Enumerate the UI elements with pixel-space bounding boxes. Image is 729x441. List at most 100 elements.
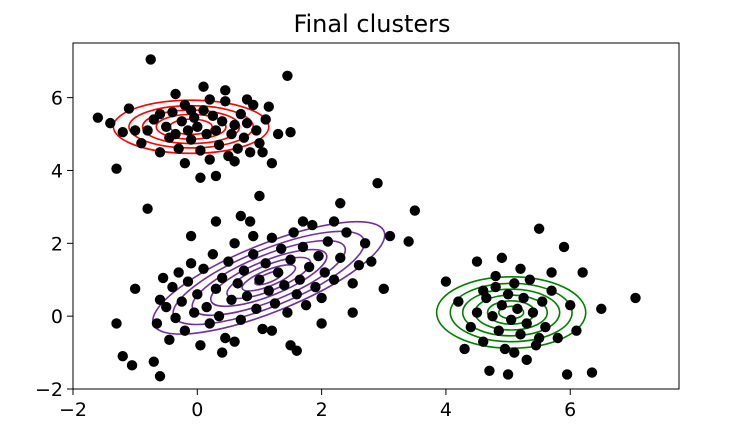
data-point — [92, 112, 104, 123]
cluster-purple-contour-5 — [241, 264, 297, 292]
data-point — [198, 81, 209, 92]
data-point — [518, 292, 529, 304]
data-point — [216, 272, 228, 284]
data-point — [496, 252, 508, 264]
data-point — [235, 210, 247, 222]
data-point — [151, 318, 163, 329]
data-point — [204, 94, 215, 105]
x-tick-label: −2 — [59, 399, 87, 421]
data-point — [403, 236, 414, 247]
data-point — [251, 303, 262, 315]
data-point — [185, 230, 197, 242]
data-point — [254, 190, 265, 202]
data-point — [285, 127, 296, 138]
data-point — [257, 323, 268, 335]
data-point — [565, 300, 576, 311]
data-point — [195, 172, 206, 183]
data-point — [232, 278, 243, 289]
data-point — [185, 258, 197, 269]
data-point — [161, 121, 172, 132]
data-point — [586, 367, 598, 378]
data-point — [384, 230, 396, 242]
data-point — [272, 128, 284, 140]
data-point — [487, 310, 498, 322]
data-point — [596, 303, 607, 315]
data-point — [154, 371, 166, 382]
data-point — [515, 329, 526, 340]
data-point — [170, 128, 181, 140]
data-point — [521, 354, 532, 366]
data-point — [176, 116, 187, 127]
data-point — [558, 241, 570, 253]
x-axis: −2 0 2 4 6 — [59, 389, 576, 421]
data-point — [207, 249, 219, 260]
x-tick-label: 6 — [564, 399, 576, 421]
data-point — [229, 336, 240, 347]
data-point — [251, 125, 262, 136]
data-point — [465, 321, 476, 333]
data-point — [509, 347, 520, 358]
data-point — [216, 116, 228, 127]
data-point — [213, 310, 225, 322]
data-point — [220, 85, 231, 96]
data-point — [294, 274, 306, 285]
data-point — [260, 114, 271, 125]
data-point — [335, 252, 346, 264]
data-point — [269, 298, 281, 309]
data-point — [117, 351, 128, 362]
data-point — [126, 360, 138, 371]
cluster-green-contour-2 — [461, 288, 561, 337]
data-point — [164, 334, 175, 346]
data-point — [630, 292, 641, 304]
data-point — [238, 132, 250, 143]
data-point — [561, 369, 573, 380]
data-point — [154, 108, 166, 120]
data-point — [533, 223, 545, 234]
data-point — [241, 94, 253, 105]
data-point — [490, 270, 501, 282]
data-point — [291, 345, 302, 356]
data-point — [266, 325, 278, 336]
data-point — [537, 296, 548, 307]
data-point — [328, 274, 340, 285]
data-point — [201, 128, 212, 140]
data-point — [198, 263, 209, 275]
x-tick-label: 2 — [316, 399, 328, 421]
data-point — [226, 294, 237, 305]
data-point — [366, 256, 377, 267]
data-point — [154, 147, 166, 158]
data-point — [244, 147, 256, 158]
data-point — [223, 256, 234, 267]
data-point — [300, 300, 312, 311]
data-point — [161, 301, 172, 313]
data-point — [335, 198, 346, 209]
data-point — [266, 232, 278, 244]
data-point — [524, 274, 536, 285]
data-point — [204, 318, 215, 329]
data-point — [496, 300, 508, 311]
data-point — [478, 336, 489, 347]
data-point — [210, 170, 222, 182]
data-point — [279, 280, 290, 291]
data-point — [136, 137, 147, 149]
data-point — [189, 307, 200, 318]
data-point — [129, 125, 141, 136]
data-point — [154, 294, 166, 305]
data-point — [499, 343, 511, 355]
data-point — [176, 296, 187, 307]
data-point — [505, 314, 517, 325]
data-point — [173, 143, 184, 154]
data-point — [313, 250, 324, 262]
data-point — [173, 267, 184, 278]
data-point — [502, 369, 514, 380]
data-point — [353, 259, 365, 271]
data-point — [248, 249, 259, 260]
data-point — [238, 265, 250, 276]
data-point — [167, 281, 178, 293]
data-point — [552, 332, 563, 344]
data-point — [260, 258, 271, 269]
data-point — [297, 241, 309, 253]
y-axis: −2 0 2 4 6 — [35, 88, 73, 401]
data-point — [378, 283, 389, 295]
data-point — [509, 278, 520, 289]
